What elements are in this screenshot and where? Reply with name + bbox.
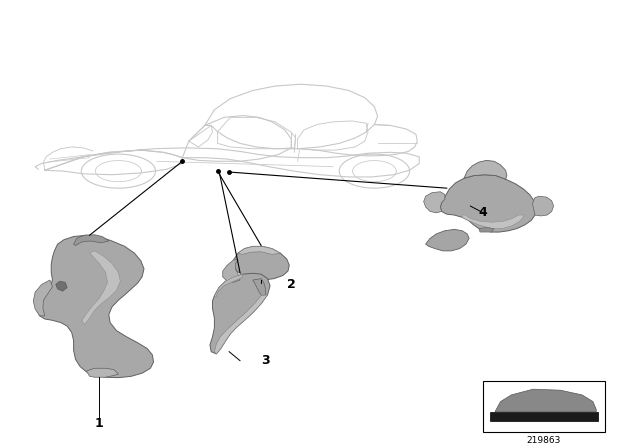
Text: 219863: 219863 (527, 436, 561, 445)
Polygon shape (424, 192, 445, 213)
Polygon shape (210, 273, 270, 354)
Polygon shape (223, 260, 240, 282)
Polygon shape (479, 228, 494, 232)
Text: 3: 3 (261, 354, 270, 367)
Polygon shape (37, 235, 154, 378)
Polygon shape (462, 214, 525, 228)
Polygon shape (56, 281, 67, 291)
Polygon shape (495, 389, 596, 412)
Polygon shape (214, 274, 243, 297)
Polygon shape (33, 280, 52, 316)
Polygon shape (238, 246, 280, 254)
Bar (483, 381, 605, 432)
Polygon shape (234, 246, 289, 280)
Polygon shape (253, 279, 266, 297)
Text: 2: 2 (287, 278, 296, 291)
Polygon shape (74, 235, 109, 246)
Polygon shape (440, 175, 536, 232)
Text: 4: 4 (479, 206, 488, 220)
Polygon shape (86, 368, 118, 377)
Polygon shape (426, 229, 469, 251)
Polygon shape (532, 196, 554, 216)
Polygon shape (82, 251, 120, 325)
Polygon shape (490, 412, 598, 421)
Polygon shape (214, 295, 268, 354)
Polygon shape (464, 160, 507, 179)
Text: 1: 1 (95, 417, 104, 430)
